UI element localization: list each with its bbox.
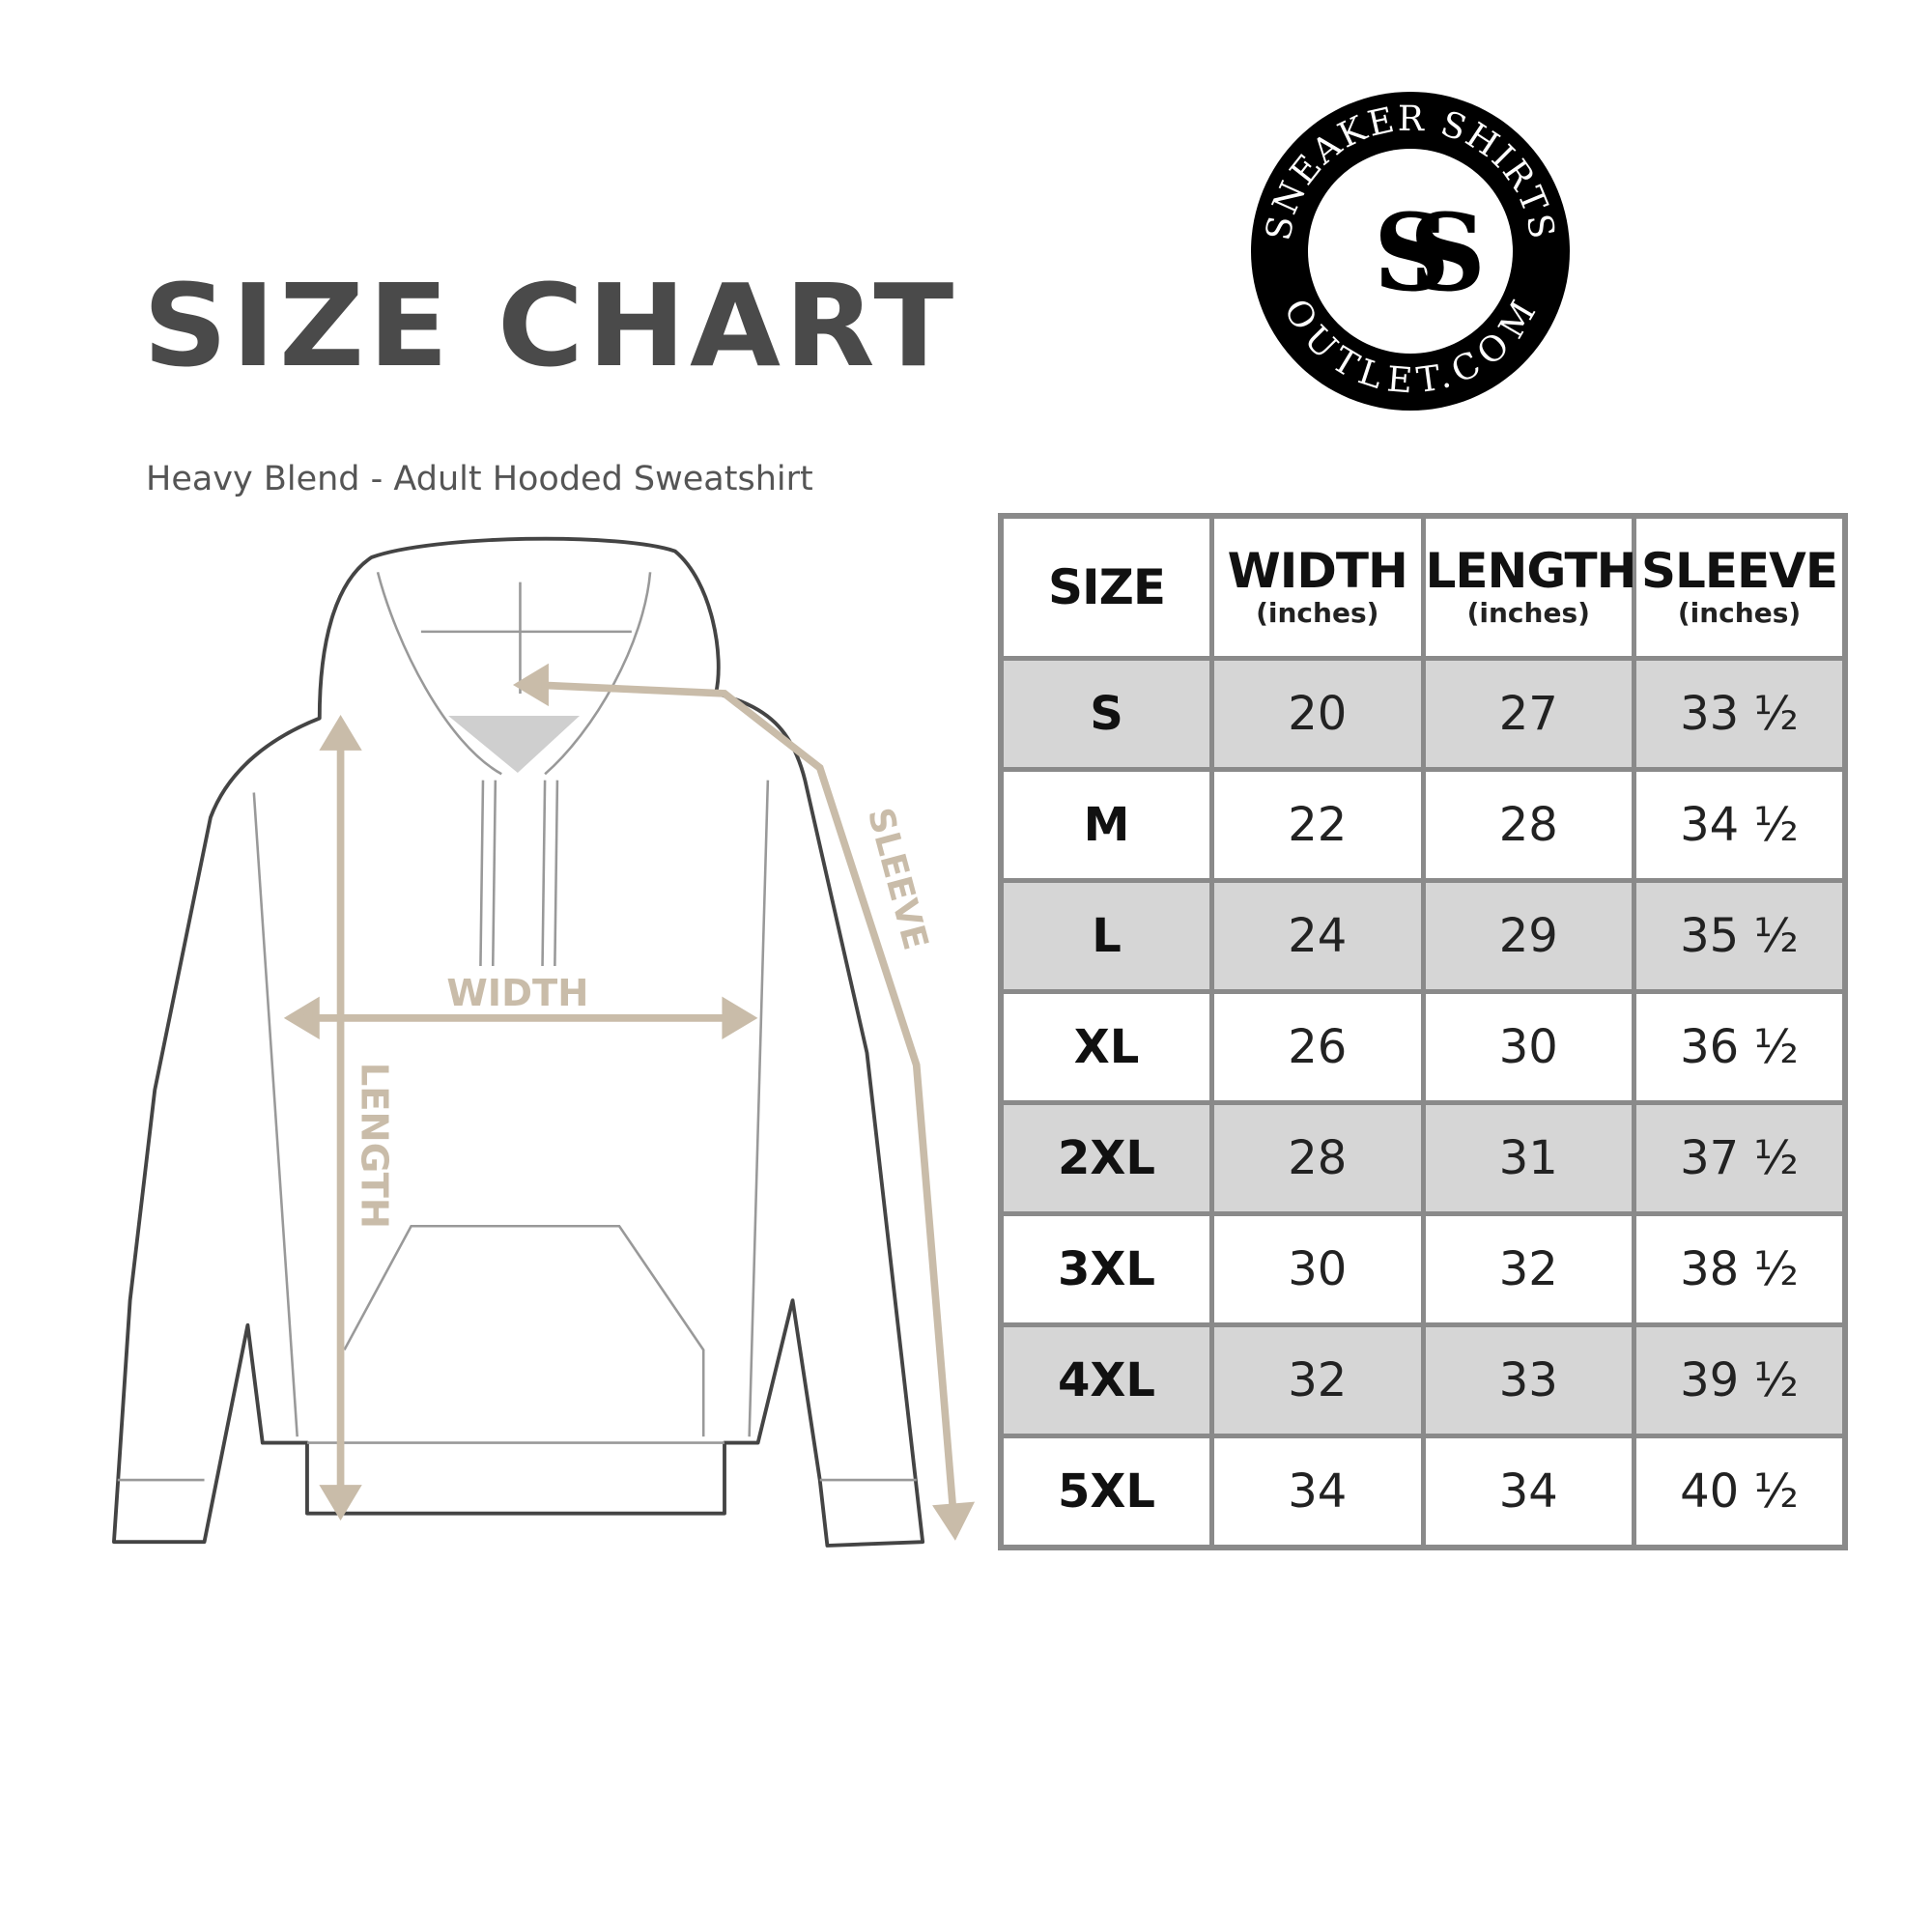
sleeve-cell: 39 ½: [1632, 1322, 1848, 1438]
size-cell: M: [998, 767, 1214, 883]
size-cell: 5XL: [998, 1434, 1214, 1550]
length-cell: 30: [1420, 989, 1636, 1105]
product-subtitle: Heavy Blend - Adult Hooded Sweatshirt: [146, 460, 813, 498]
column-header-unit: (inches): [1466, 597, 1590, 629]
table-row: L 24 29 35 ½: [998, 878, 1848, 994]
length-cell: 29: [1420, 878, 1636, 994]
width-label: WIDTH: [446, 972, 588, 1015]
size-cell: XL: [998, 989, 1214, 1105]
sleeve-arrow: [531, 681, 958, 1521]
drawstrings: [479, 780, 559, 967]
length-label: LENGTH: [352, 1063, 395, 1229]
size-cell: S: [998, 656, 1214, 772]
table-row: 2XL 28 31 37 ½: [998, 1100, 1848, 1216]
table-row: M 22 28 34 ½: [998, 767, 1848, 883]
table-row: 5XL 34 34 40 ½: [998, 1434, 1848, 1550]
sleeve-cell: 38 ½: [1632, 1211, 1848, 1327]
sleeve-cell: 37 ½: [1632, 1100, 1848, 1216]
hood-inner: [420, 582, 632, 694]
width-cell: 20: [1209, 656, 1426, 772]
width-cell: 28: [1209, 1100, 1426, 1216]
table-row: 4XL 32 33 39 ½: [998, 1322, 1848, 1438]
width-arrow-heads: [283, 996, 758, 1040]
sleeve-cell: 35 ½: [1632, 878, 1848, 994]
column-header-size: SIZE: [998, 513, 1214, 661]
sleeve-arrow-heads: [512, 663, 976, 1541]
size-table: SIZE WIDTH (inches) LENGTH (inches) SLEEVE (in…: [998, 513, 1848, 1550]
column-header-unit: (inches): [1677, 597, 1802, 629]
column-header-label: LENGTH: [1425, 543, 1637, 599]
length-cell: 27: [1420, 656, 1636, 772]
table-row: S 20 27 33 ½: [998, 656, 1848, 772]
table-header-row: SIZE WIDTH (inches) LENGTH (inches) SLEEVE (in…: [998, 513, 1848, 661]
pocket: [343, 1224, 705, 1437]
brand-logo: SNEAKER SHIRTS OUTLET.COM SS: [1251, 92, 1570, 411]
length-cell: 32: [1420, 1211, 1636, 1327]
page-title: SIZE CHART: [143, 259, 958, 392]
length-cell: 34: [1420, 1434, 1636, 1550]
length-cell: 28: [1420, 767, 1636, 883]
table-row: XL 26 30 36 ½: [998, 989, 1848, 1105]
column-header-sleeve: SLEEVE (inches): [1632, 513, 1848, 661]
hood-opening: [376, 571, 652, 776]
length-cell: 31: [1420, 1100, 1636, 1216]
size-cell: 4XL: [998, 1322, 1214, 1438]
width-cell: 34: [1209, 1434, 1426, 1550]
table-row: 3XL 30 32 38 ½: [998, 1211, 1848, 1327]
width-cell: 22: [1209, 767, 1426, 883]
column-header-label: SIZE: [1047, 559, 1166, 615]
sleeve-cell: 33 ½: [1632, 656, 1848, 772]
column-header-unit: (inches): [1256, 597, 1379, 629]
length-cell: 33: [1420, 1322, 1636, 1438]
width-cell: 24: [1209, 878, 1426, 994]
column-header-label: SLEEVE: [1640, 543, 1838, 599]
width-cell: 26: [1209, 989, 1426, 1105]
neck-gray: [448, 716, 580, 773]
length-arrow-heads: [319, 714, 362, 1521]
size-cell: 3XL: [998, 1211, 1214, 1327]
column-header-length: LENGTH (inches): [1420, 513, 1637, 661]
size-cell: 2XL: [998, 1100, 1214, 1216]
sleeve-seams: [117, 780, 917, 1482]
hoodie-outline: [112, 536, 925, 1548]
width-cell: 32: [1209, 1322, 1426, 1438]
sleeve-cell: 36 ½: [1632, 989, 1848, 1105]
width-cell: 30: [1209, 1211, 1426, 1327]
size-cell: L: [998, 878, 1214, 994]
column-header-label: WIDTH: [1227, 543, 1408, 599]
column-header-width: WIDTH (inches): [1209, 513, 1426, 661]
sleeve-cell: 40 ½: [1632, 1434, 1848, 1550]
sleeve-cell: 34 ½: [1632, 767, 1848, 883]
